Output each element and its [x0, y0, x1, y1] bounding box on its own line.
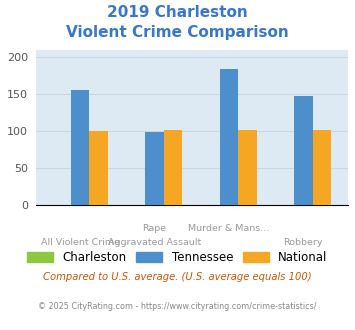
- Text: Murder & Mans...: Murder & Mans...: [188, 224, 269, 233]
- Text: Compared to U.S. average. (U.S. average equals 100): Compared to U.S. average. (U.S. average …: [43, 272, 312, 282]
- Text: Robbery: Robbery: [284, 238, 323, 247]
- Bar: [220, 69, 238, 205]
- Bar: [89, 131, 108, 205]
- Bar: [312, 130, 331, 205]
- Bar: [164, 130, 182, 205]
- Text: Violent Crime Comparison: Violent Crime Comparison: [66, 25, 289, 40]
- Bar: [238, 130, 257, 205]
- Legend: Charleston, Tennessee, National: Charleston, Tennessee, National: [22, 245, 333, 270]
- Text: © 2025 CityRating.com - https://www.cityrating.com/crime-statistics/: © 2025 CityRating.com - https://www.city…: [38, 302, 317, 311]
- Bar: [145, 132, 164, 205]
- Text: 2019 Charleston: 2019 Charleston: [107, 5, 248, 20]
- Text: Aggravated Assault: Aggravated Assault: [108, 238, 201, 247]
- Text: All Violent Crime: All Violent Crime: [40, 238, 120, 247]
- Text: Rape: Rape: [142, 224, 166, 233]
- Bar: [71, 90, 89, 205]
- Bar: [294, 96, 312, 205]
